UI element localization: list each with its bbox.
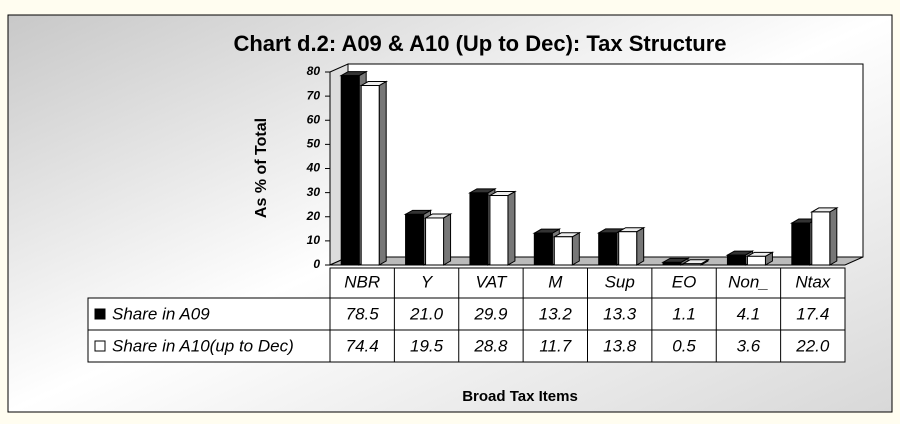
data-label: 1.1: [672, 304, 696, 323]
y-tick-label: 0: [313, 257, 320, 271]
x-tick-label: Y: [421, 272, 434, 291]
bar: [598, 232, 618, 266]
bar: [811, 211, 831, 266]
bar: [405, 213, 425, 266]
bar: [425, 217, 445, 266]
data-label: 13.8: [603, 336, 637, 355]
bar: [682, 263, 702, 266]
bar-side: [507, 190, 516, 266]
bar: [533, 232, 553, 266]
x-axis-label: Broad Tax Items: [462, 388, 578, 405]
data-label: 11.7: [539, 336, 571, 355]
bar-side: [378, 80, 387, 266]
y-tick-label: 80: [307, 64, 321, 78]
x-tick-label: M: [548, 272, 563, 291]
data-label: 13.3: [603, 304, 637, 323]
y-tick-label: 20: [306, 209, 321, 223]
bar: [618, 231, 638, 266]
bar-side: [829, 207, 838, 266]
y-tick-label: 60: [307, 112, 321, 126]
legend-key: [94, 308, 106, 320]
legend-label: Share in A09: [112, 304, 210, 323]
x-tick-label: Sup: [605, 272, 635, 291]
data-label: 29.9: [473, 304, 508, 323]
bar: [662, 261, 682, 266]
data-label: 19.5: [410, 336, 444, 355]
x-tick-label: EO: [672, 272, 697, 291]
y-tick-label: 40: [306, 161, 321, 175]
bar: [360, 85, 380, 266]
bar-side: [636, 226, 645, 266]
y-tick-label: 70: [307, 88, 321, 102]
bar: [726, 254, 746, 266]
y-tick-label: 50: [307, 137, 321, 151]
y-tick-label: 30: [307, 185, 321, 199]
data-label: 3.6: [737, 336, 761, 355]
data-label: 21.0: [409, 304, 444, 323]
data-label: 28.8: [473, 336, 508, 355]
table-row: [87, 329, 846, 363]
data-label: 22.0: [795, 336, 830, 355]
bar: [489, 195, 509, 266]
x-tick-label: NBR: [344, 272, 380, 291]
data-label: 17.4: [796, 304, 829, 323]
bar: [553, 236, 573, 266]
y-axis-label: As % of Total: [253, 118, 270, 218]
data-label: 74.4: [346, 336, 379, 355]
data-label: 4.1: [737, 304, 761, 323]
legend-label: Share in A10(up to Dec): [112, 336, 294, 355]
y-tick-label: 10: [307, 233, 321, 247]
bar: [791, 222, 811, 266]
bar: [469, 192, 489, 266]
table-row: [87, 297, 846, 331]
bar: [340, 75, 360, 266]
x-tick-label: VAT: [476, 272, 508, 291]
bar-side: [571, 231, 580, 266]
legend-key: [94, 340, 106, 352]
bar-side: [443, 213, 452, 266]
bar: [746, 255, 766, 266]
data-label: 78.5: [346, 304, 380, 323]
x-tick-label: Ntax: [795, 272, 830, 291]
data-label: 13.2: [539, 304, 573, 323]
chart-title: Chart d.2: A09 & A10 (Up to Dec): Tax St…: [233, 31, 726, 56]
data-label: 0.5: [672, 336, 696, 355]
x-tick-label: Non_: [728, 272, 769, 291]
